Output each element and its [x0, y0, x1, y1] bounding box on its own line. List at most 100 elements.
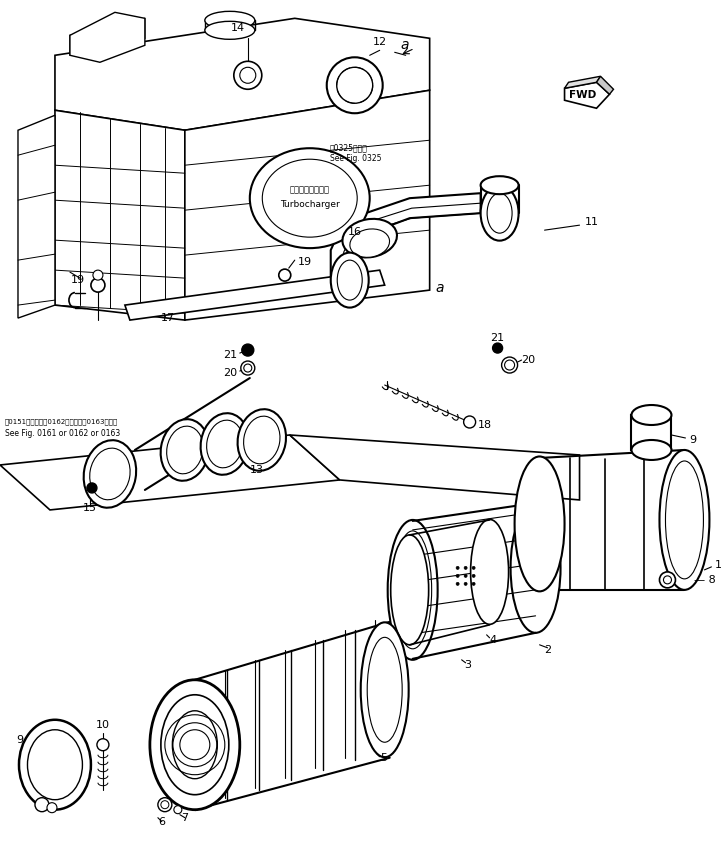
Text: 4: 4 [490, 635, 497, 645]
Polygon shape [565, 77, 601, 88]
Polygon shape [55, 19, 430, 131]
Polygon shape [290, 435, 580, 500]
Text: 第0151図または図0162図または図0163図参照: 第0151図または図0162図または図0163図参照 [5, 418, 118, 424]
Ellipse shape [161, 419, 209, 481]
Ellipse shape [172, 711, 217, 779]
Circle shape [174, 806, 182, 813]
Text: 9: 9 [689, 435, 696, 445]
Ellipse shape [510, 503, 560, 633]
Text: 5: 5 [380, 753, 386, 763]
Ellipse shape [350, 229, 389, 258]
Text: 7: 7 [181, 813, 188, 823]
Polygon shape [125, 270, 385, 320]
Text: 18: 18 [477, 420, 492, 430]
Polygon shape [70, 19, 145, 56]
Text: 1: 1 [715, 560, 721, 570]
Text: 20: 20 [521, 355, 536, 365]
Text: 2: 2 [544, 645, 552, 655]
Circle shape [35, 797, 49, 812]
Circle shape [337, 67, 373, 104]
Text: 6: 6 [159, 817, 165, 827]
Text: 11: 11 [585, 217, 598, 227]
Polygon shape [565, 83, 609, 109]
Ellipse shape [205, 11, 255, 29]
Ellipse shape [632, 405, 671, 425]
Text: Turbocharger: Turbocharger [280, 200, 340, 209]
Circle shape [464, 567, 467, 569]
Ellipse shape [360, 622, 409, 757]
Text: 15: 15 [83, 503, 97, 513]
Circle shape [472, 574, 475, 578]
Ellipse shape [331, 253, 368, 307]
Ellipse shape [487, 193, 512, 233]
Ellipse shape [27, 730, 82, 800]
Ellipse shape [89, 448, 130, 500]
Ellipse shape [244, 416, 280, 464]
Circle shape [87, 483, 97, 493]
Circle shape [279, 269, 291, 281]
Polygon shape [331, 193, 481, 280]
Ellipse shape [205, 21, 255, 40]
Ellipse shape [207, 420, 243, 468]
Text: 13: 13 [249, 465, 264, 475]
Text: 16: 16 [348, 227, 362, 237]
Circle shape [97, 738, 109, 751]
Circle shape [241, 361, 255, 375]
Ellipse shape [167, 426, 203, 474]
Text: a: a [435, 281, 444, 295]
Circle shape [158, 797, 172, 812]
Polygon shape [18, 115, 55, 318]
Circle shape [502, 357, 518, 373]
Ellipse shape [391, 535, 429, 645]
Ellipse shape [388, 520, 438, 660]
Ellipse shape [19, 720, 91, 810]
Text: 20: 20 [223, 368, 236, 378]
Text: 10: 10 [96, 720, 110, 730]
Circle shape [663, 576, 671, 584]
Circle shape [472, 567, 475, 569]
Text: 9: 9 [17, 735, 24, 744]
Circle shape [240, 67, 256, 83]
Text: See Fig. 0325: See Fig. 0325 [329, 154, 381, 163]
Text: See Fig. 0161 or 0162 or 0163: See Fig. 0161 or 0162 or 0163 [5, 429, 120, 438]
Ellipse shape [200, 413, 249, 475]
Text: a: a [400, 38, 409, 52]
Polygon shape [70, 13, 145, 62]
Circle shape [244, 364, 252, 372]
Text: — 8: — 8 [694, 575, 716, 585]
Circle shape [242, 344, 254, 356]
Ellipse shape [632, 440, 671, 460]
Ellipse shape [481, 186, 518, 241]
Ellipse shape [161, 695, 229, 795]
Ellipse shape [150, 679, 240, 810]
Circle shape [472, 583, 475, 585]
Text: 3: 3 [464, 660, 472, 669]
Circle shape [327, 57, 383, 113]
Circle shape [456, 567, 459, 569]
Ellipse shape [237, 409, 286, 471]
Ellipse shape [337, 260, 362, 300]
Circle shape [93, 270, 103, 280]
Polygon shape [0, 435, 340, 510]
Circle shape [492, 343, 503, 353]
Circle shape [91, 278, 105, 292]
Circle shape [161, 801, 169, 808]
Circle shape [505, 360, 515, 370]
Circle shape [464, 583, 467, 585]
Text: 21: 21 [490, 333, 505, 343]
Circle shape [660, 572, 676, 588]
Text: 12: 12 [373, 37, 386, 47]
Polygon shape [596, 77, 614, 94]
Text: 19: 19 [71, 275, 85, 285]
Circle shape [234, 61, 262, 89]
Ellipse shape [515, 456, 565, 591]
Ellipse shape [481, 176, 518, 195]
Text: FWD: FWD [569, 90, 596, 100]
Ellipse shape [394, 531, 432, 649]
Ellipse shape [84, 440, 136, 508]
Ellipse shape [471, 520, 508, 624]
Text: 21: 21 [223, 350, 236, 360]
Ellipse shape [367, 637, 402, 743]
Circle shape [464, 574, 467, 578]
Text: 19: 19 [298, 257, 312, 267]
